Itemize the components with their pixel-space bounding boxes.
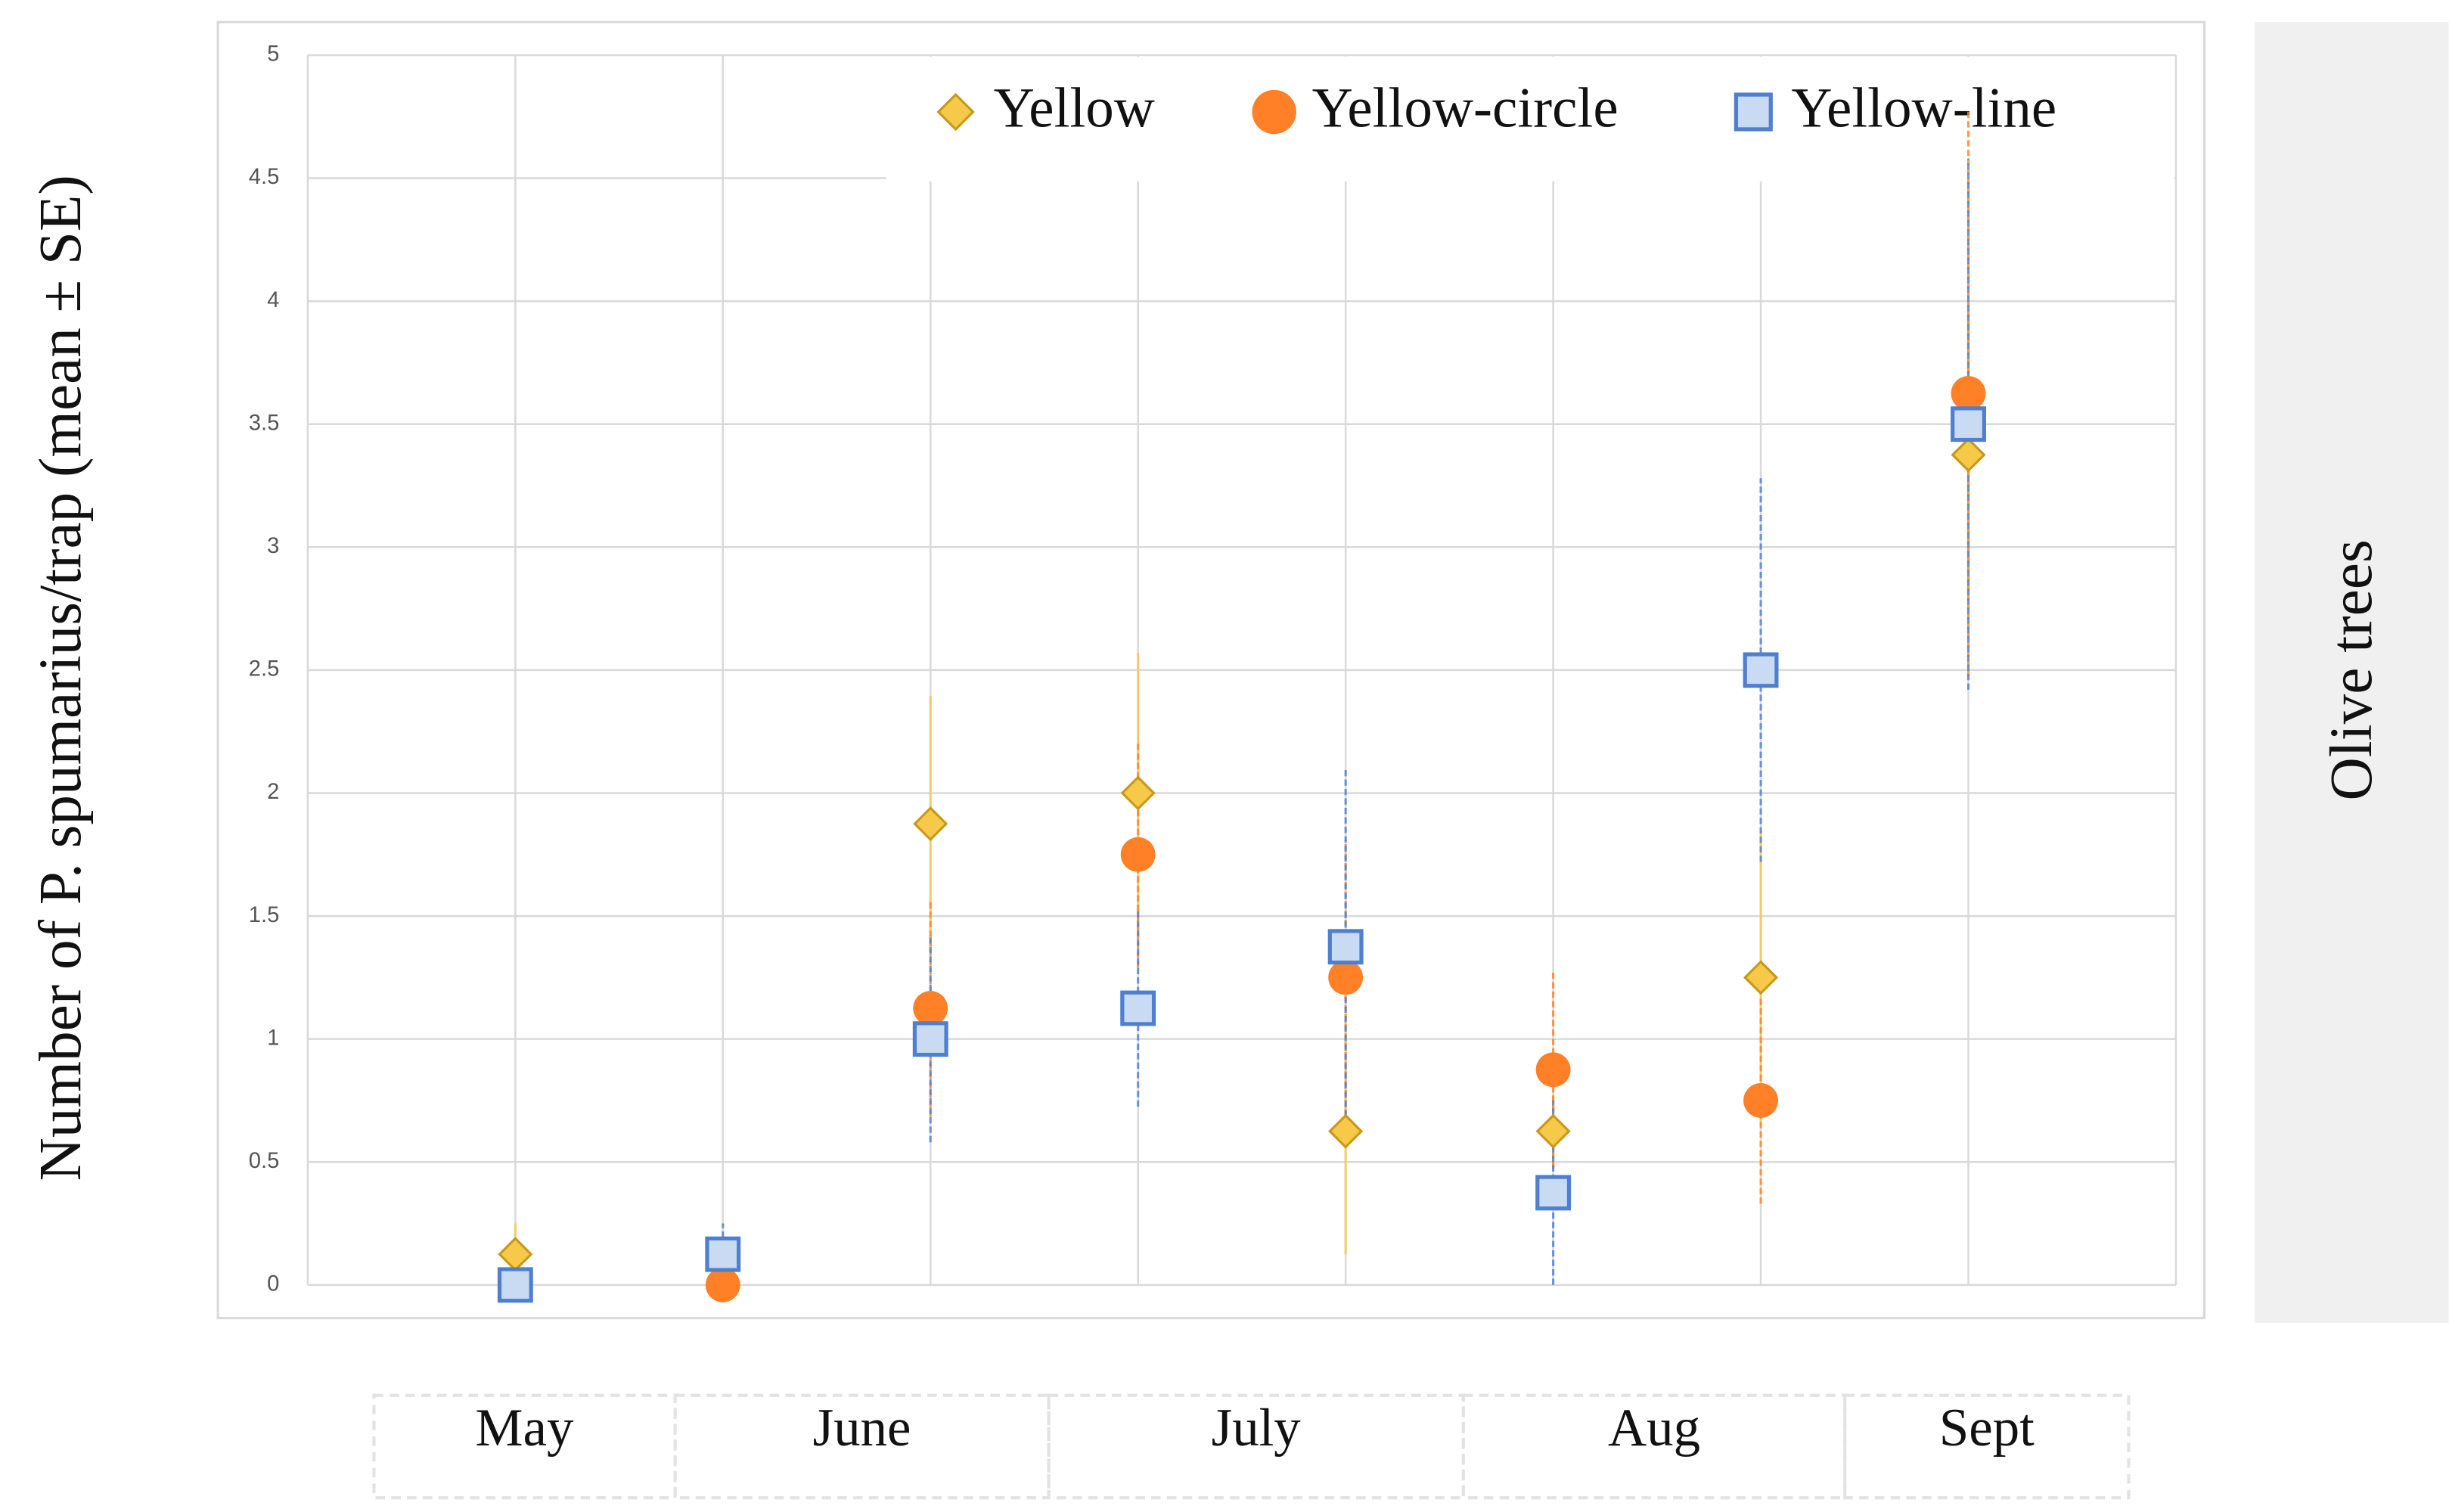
marker-circle: [1120, 837, 1156, 872]
legend-marker: [1734, 92, 1773, 132]
legend-marker: [1252, 89, 1296, 135]
y-tick-label: 1.5: [249, 903, 280, 927]
y-axis-label: Number of P. spumarius/trap (mean ± SE): [27, 175, 94, 1181]
y-tick-label: 5: [267, 42, 279, 67]
y-tick-label: 3.5: [249, 411, 280, 435]
marker-square: [1327, 929, 1364, 965]
marker-circle: [1951, 376, 1986, 411]
y-tick-label: 0.5: [249, 1149, 280, 1173]
month-label: June: [813, 1399, 911, 1458]
legend-box: [886, 57, 2174, 182]
marker-circle: [913, 991, 948, 1026]
y-tick-label: 2.5: [249, 657, 280, 681]
legend-label: Yellow: [994, 76, 1155, 139]
marker-diamond: [1743, 960, 1779, 995]
month-box: [1843, 1393, 2131, 1500]
marker-circle: [1328, 960, 1364, 995]
marker-square: [497, 1267, 533, 1303]
marker-square: [1951, 406, 1986, 442]
legend-label: Yellow-circle: [1312, 76, 1619, 139]
marker-square: [1120, 990, 1156, 1026]
month-label: Sept: [1939, 1399, 2035, 1458]
marker-square: [705, 1236, 741, 1272]
y-tick-label: 4: [267, 288, 279, 312]
marker-circle: [705, 1267, 740, 1302]
y-tick-label: 2: [267, 780, 279, 804]
month-box: [673, 1393, 1051, 1500]
month-label: Aug: [1608, 1399, 1700, 1458]
month-box: [1461, 1393, 1847, 1500]
marker-diamond: [913, 806, 948, 842]
legend-marker: [936, 92, 975, 132]
marker-diamond: [1120, 775, 1156, 811]
month-label: July: [1212, 1399, 1302, 1458]
marker-diamond: [1328, 1113, 1364, 1149]
marker-diamond: [1951, 437, 1986, 473]
y-tick-label: 0: [267, 1272, 279, 1296]
y-tick-label: 3: [267, 534, 279, 558]
y-tick-label: 1: [267, 1026, 279, 1050]
side-panel: [2255, 22, 2449, 1323]
marker-circle: [1535, 1052, 1571, 1088]
legend-label: Yellow-line: [1791, 76, 2056, 139]
month-label: May: [476, 1399, 574, 1458]
side-label: Olive trees: [2318, 539, 2385, 800]
marker-square: [1743, 652, 1779, 688]
marker-circle: [1743, 1083, 1778, 1118]
marker-square: [912, 1021, 948, 1057]
marker-square: [1535, 1175, 1572, 1211]
marker-diamond: [1535, 1113, 1571, 1149]
y-tick-label: 4.5: [249, 165, 280, 189]
